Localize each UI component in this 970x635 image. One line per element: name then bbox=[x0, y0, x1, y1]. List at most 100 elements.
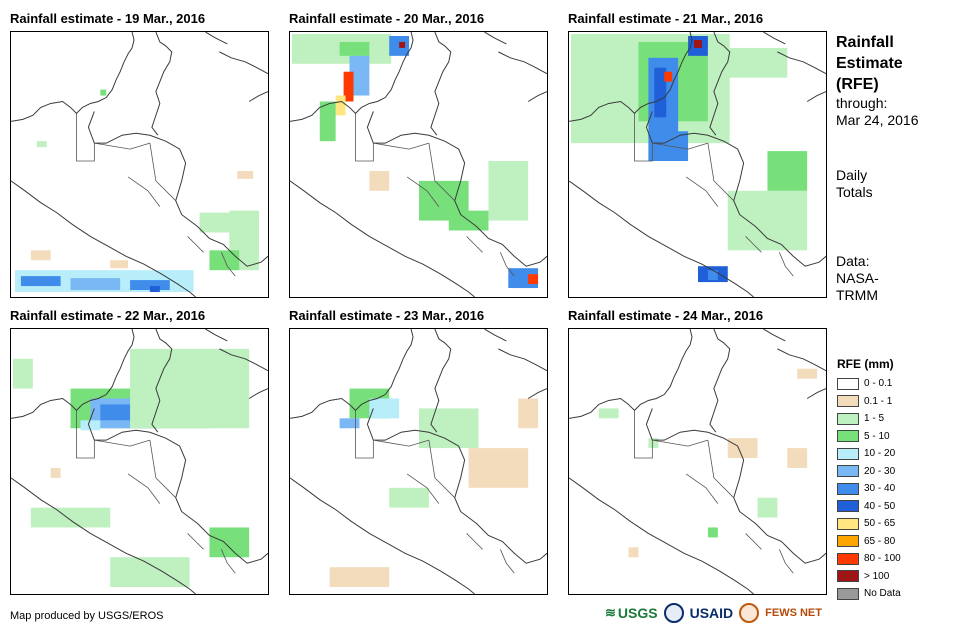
fews-logo: FEWS NET bbox=[765, 607, 822, 619]
country-border bbox=[428, 440, 455, 498]
legend-item: 0.1 - 1 bbox=[837, 393, 901, 411]
panel-title-6: Rainfall estimate - 24 Mar., 2016 bbox=[568, 308, 764, 323]
data-source1: NASA- bbox=[836, 270, 879, 286]
coastline bbox=[205, 329, 228, 342]
coastline bbox=[527, 388, 547, 399]
country-border bbox=[707, 440, 734, 498]
coastline bbox=[248, 91, 268, 102]
logos: ≋ USGS USAID FEWS NET bbox=[605, 603, 822, 623]
country-border bbox=[76, 410, 95, 459]
country-border bbox=[76, 113, 95, 162]
rainfall-patch bbox=[389, 36, 410, 56]
coastline bbox=[219, 348, 268, 372]
rainfall-patch bbox=[654, 67, 667, 118]
rainfall-patch bbox=[130, 280, 170, 291]
map-canvas-3 bbox=[569, 32, 826, 297]
legend-swatch bbox=[837, 377, 859, 390]
rainfall-patch bbox=[787, 448, 808, 468]
rainfall-patch bbox=[80, 420, 101, 431]
usaid-logo: USAID bbox=[689, 605, 734, 621]
rainfall-patch bbox=[209, 527, 250, 558]
country-border bbox=[406, 473, 440, 504]
rainfall-patch bbox=[707, 270, 718, 281]
rainfall-patch bbox=[648, 438, 659, 449]
coastline bbox=[430, 32, 452, 136]
coastline bbox=[290, 477, 475, 594]
legend-swatch bbox=[837, 412, 859, 425]
panel-title-4: Rainfall estimate - 22 Mar., 2016 bbox=[10, 308, 206, 323]
coastline bbox=[430, 329, 452, 433]
through-date: Mar 24, 2016 bbox=[836, 112, 919, 128]
totals-line1: Daily bbox=[836, 167, 868, 183]
coastline bbox=[87, 111, 268, 267]
usgs-logo-text: USGS bbox=[617, 605, 658, 621]
coastline bbox=[87, 408, 268, 564]
legend-label: 0 - 0.1 bbox=[864, 378, 893, 390]
legend-label: 30 - 40 bbox=[864, 483, 896, 495]
coastline bbox=[290, 329, 414, 419]
rainfall-patch bbox=[30, 507, 111, 528]
map-canvas-2 bbox=[290, 32, 547, 297]
coastline bbox=[11, 180, 196, 297]
rainfall-patch bbox=[488, 161, 529, 221]
legend-item: 65 - 80 bbox=[837, 533, 901, 551]
coastline bbox=[777, 51, 826, 75]
panel-title-3: Rainfall estimate - 21 Mar., 2016 bbox=[568, 11, 764, 26]
side-title-line2: Estimate bbox=[836, 55, 903, 72]
legend-label: 20 - 30 bbox=[864, 465, 896, 477]
rainfall-patch bbox=[707, 47, 788, 78]
legend-swatch bbox=[837, 395, 859, 408]
coastline bbox=[290, 180, 475, 297]
coastline bbox=[366, 408, 547, 564]
rainfall-patch bbox=[518, 398, 539, 429]
coastline bbox=[763, 329, 786, 342]
country-border bbox=[428, 143, 455, 201]
usaid-seal-icon bbox=[663, 603, 684, 623]
legend-label: 0.1 - 1 bbox=[864, 395, 893, 407]
rainfall-patch bbox=[110, 557, 190, 588]
country-border bbox=[778, 549, 794, 574]
country-border bbox=[634, 410, 653, 459]
coastline bbox=[645, 111, 826, 267]
rainfall-patch bbox=[349, 55, 370, 96]
country-border bbox=[149, 440, 176, 498]
rainfall-patch bbox=[757, 497, 778, 518]
map-canvas-4 bbox=[11, 329, 268, 594]
map-panel-2 bbox=[289, 31, 548, 298]
legend-swatch bbox=[837, 535, 859, 548]
coastline bbox=[11, 329, 135, 419]
totals-info: Daily Totals bbox=[836, 167, 873, 201]
coastline bbox=[205, 32, 228, 45]
legend-swatch bbox=[837, 517, 859, 530]
legend-label: 80 - 100 bbox=[864, 553, 901, 565]
legend: 0 - 0.1 0.1 - 1 1 - 5 5 - 10 10 - 20 20 - 30 3… bbox=[837, 375, 901, 603]
side-title-line3: (RFE) bbox=[836, 76, 879, 93]
rainfall-patch bbox=[36, 141, 47, 148]
legend-item: 0 - 0.1 bbox=[837, 375, 901, 393]
country-border bbox=[685, 176, 719, 207]
panel-title-1: Rainfall estimate - 19 Mar., 2016 bbox=[10, 11, 206, 26]
data-info: Data: NASA- TRMM bbox=[836, 253, 879, 304]
country-border bbox=[652, 439, 709, 447]
legend-swatch bbox=[837, 587, 859, 600]
legend-label: 50 - 65 bbox=[864, 518, 896, 530]
rainfall-patch bbox=[130, 348, 250, 429]
legend-item: 1 - 5 bbox=[837, 410, 901, 428]
side-title-line1: Rainfall bbox=[836, 34, 894, 51]
rainfall-patch bbox=[50, 467, 61, 478]
rainfall-patch bbox=[369, 398, 400, 419]
country-border bbox=[634, 113, 653, 162]
coastline bbox=[290, 32, 414, 122]
country-border bbox=[373, 142, 430, 150]
legend-item: > 100 bbox=[837, 568, 901, 586]
coastline bbox=[777, 348, 826, 372]
country-border bbox=[373, 439, 430, 447]
country-border bbox=[94, 142, 151, 150]
legend-item: 40 - 50 bbox=[837, 498, 901, 516]
legend-item: 80 - 100 bbox=[837, 550, 901, 568]
coastline bbox=[569, 180, 754, 297]
map-panel-1 bbox=[10, 31, 269, 298]
coastline bbox=[569, 477, 754, 594]
legend-label: 65 - 80 bbox=[864, 535, 896, 547]
legend-swatch bbox=[837, 482, 859, 495]
